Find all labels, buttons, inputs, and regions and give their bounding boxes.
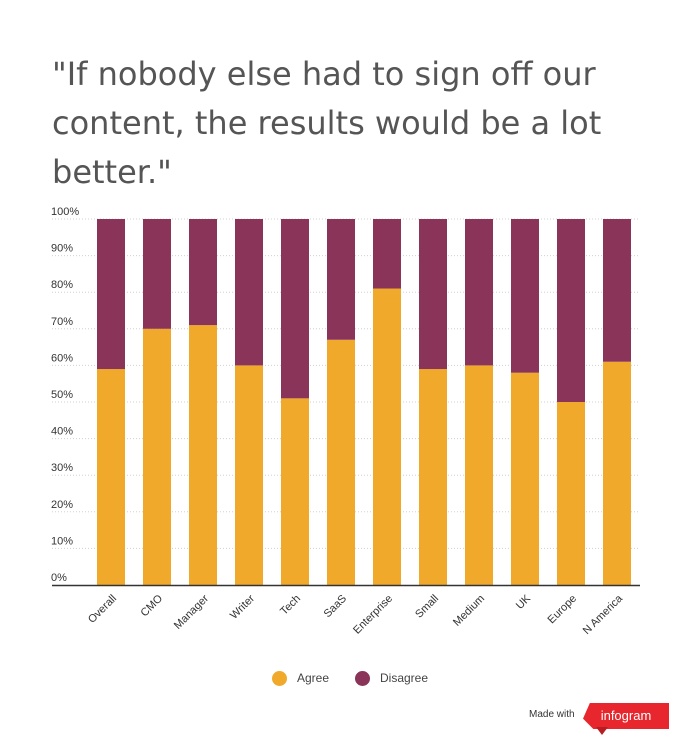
legend-swatch-agree xyxy=(271,670,287,686)
bar-disagree-manager xyxy=(189,219,217,326)
bar-agree-manager xyxy=(189,325,217,585)
y-tick-label: 50% xyxy=(51,389,73,401)
bar-disagree-enterprise xyxy=(373,219,401,289)
legend: Agree Disagree xyxy=(0,668,700,688)
y-tick-label: 70% xyxy=(51,316,73,328)
bar-disagree-cmo xyxy=(143,219,171,329)
bar-agree-small xyxy=(419,369,447,585)
bar-agree-enterprise xyxy=(373,288,401,585)
y-tick-label: 80% xyxy=(51,279,73,291)
bar-disagree-n-america xyxy=(603,219,631,362)
legend-swatch-disagree xyxy=(355,670,370,686)
bar-agree-medium xyxy=(465,365,493,585)
bar-disagree-writer xyxy=(235,219,263,366)
x-tick-label: Tech xyxy=(278,593,303,618)
bar-disagree-uk xyxy=(511,219,539,373)
bar-agree-europe xyxy=(557,402,585,585)
x-tick-label: Enterprise xyxy=(351,593,395,637)
chart-title: "If nobody else had to sign off our cont… xyxy=(52,55,602,191)
x-tick-label: Overall xyxy=(86,593,119,626)
y-tick-label: 90% xyxy=(51,243,73,255)
bar-agree-tech xyxy=(281,398,309,585)
bar-disagree-europe xyxy=(557,219,585,402)
bar-disagree-small xyxy=(419,219,447,370)
legend-label-agree: Agree xyxy=(296,671,329,685)
y-tick-label: 0% xyxy=(51,572,67,584)
y-tick-label: 100% xyxy=(51,206,79,218)
infogram-logo-tail xyxy=(596,727,608,735)
x-tick-label: Manager xyxy=(172,592,211,631)
bar-disagree-medium xyxy=(465,219,493,366)
bar-agree-writer xyxy=(235,365,263,585)
x-tick-label: CMO xyxy=(138,592,165,619)
x-tick-label: N America xyxy=(581,592,626,637)
x-tick-label: Medium xyxy=(451,593,487,629)
legend-item-agree[interactable]: Agree xyxy=(271,670,329,686)
legend-label-disagree: Disagree xyxy=(380,671,429,685)
x-tick-label: Writer xyxy=(228,592,257,621)
bar-disagree-tech xyxy=(281,219,309,399)
bar-disagree-overall xyxy=(97,219,125,370)
infogram-logo[interactable]: infogram xyxy=(583,703,669,729)
x-tick-label: Small xyxy=(413,593,441,621)
x-tick-label: SaaS xyxy=(322,593,350,621)
bar-agree-n-america xyxy=(603,361,631,585)
made-with-label: Made with xyxy=(529,709,575,720)
y-tick-label: 10% xyxy=(51,535,73,547)
bar-agree-uk xyxy=(511,372,539,585)
y-tick-label: 20% xyxy=(51,499,73,511)
y-tick-label: 40% xyxy=(51,426,73,438)
bar-agree-overall xyxy=(97,369,125,585)
legend-item-disagree[interactable]: Disagree xyxy=(355,670,429,686)
y-tick-label: 30% xyxy=(51,462,73,474)
stacked-bar-chart: 0% 10% 20% 30% 40% 50% 60% 70% 80% 90% 100% Overall… xyxy=(51,206,640,637)
y-tick-label: 60% xyxy=(51,352,73,364)
bar-agree-cmo xyxy=(143,328,171,585)
bar-disagree-saas xyxy=(327,219,355,340)
x-tick-label: UK xyxy=(514,592,534,612)
x-tick-label: Europe xyxy=(546,593,580,627)
bar-agree-saas xyxy=(327,339,355,585)
